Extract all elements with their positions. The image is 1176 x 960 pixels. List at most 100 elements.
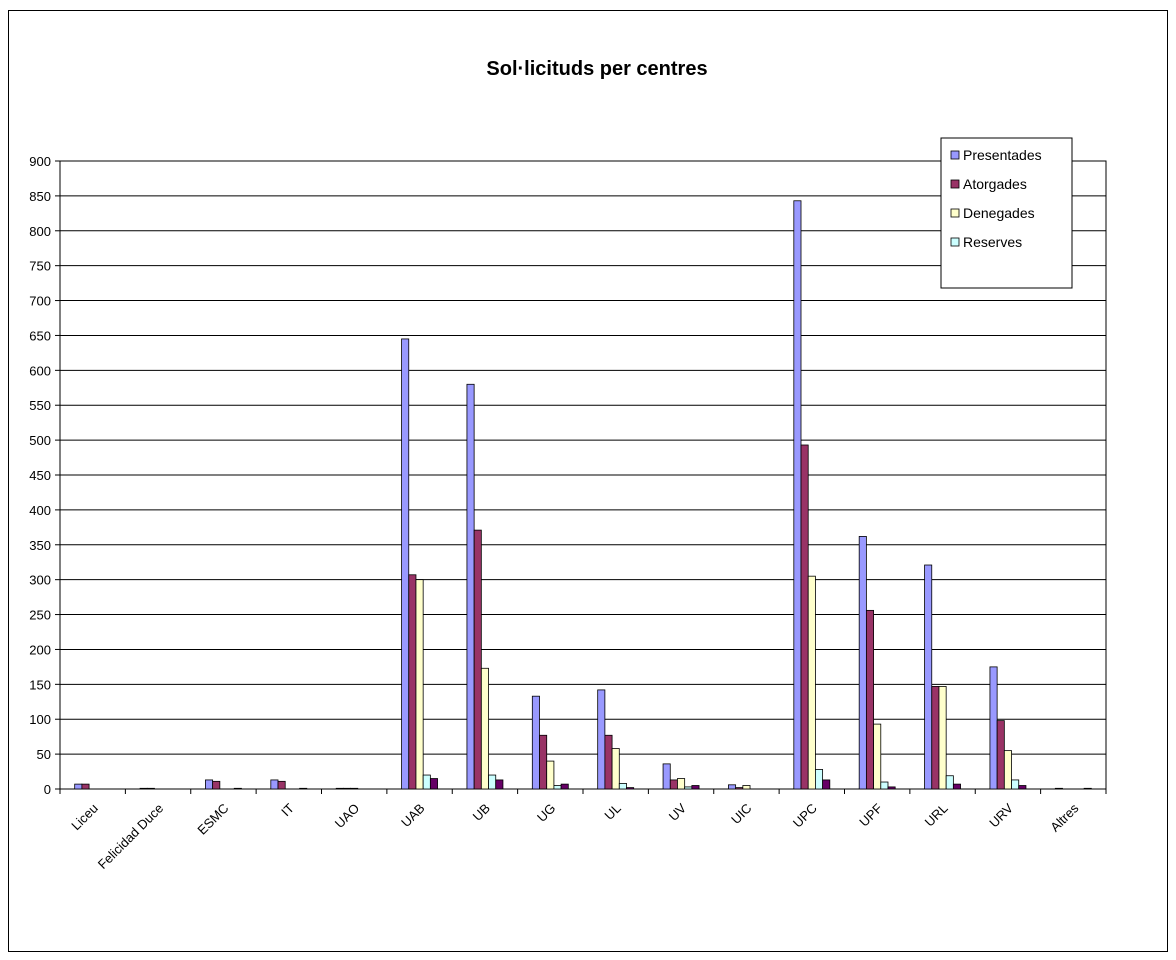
y-tick-label: 900 <box>29 154 51 169</box>
x-tick-label: UAO <box>332 801 363 832</box>
bar <box>952 783 961 790</box>
y-tick-label: 200 <box>29 642 51 657</box>
y-tick-label: 850 <box>29 189 51 204</box>
bar <box>669 779 678 790</box>
y-tick-label: 750 <box>29 259 51 274</box>
bar <box>618 783 627 790</box>
bar <box>1054 787 1063 790</box>
bar <box>873 723 882 790</box>
bar-chart: Sol·licituds per centres 0 50 100 150 200 250… <box>29 58 1107 872</box>
bar <box>429 778 438 790</box>
x-tick-label: UPC <box>790 801 820 831</box>
y-tick-label: 550 <box>29 398 51 413</box>
bar <box>495 779 504 790</box>
bar <box>270 779 279 790</box>
y-tick-label: 700 <box>29 294 51 309</box>
bar <box>611 748 620 790</box>
x-tick-label: UIC <box>728 801 754 827</box>
bar <box>662 763 671 790</box>
legend-label: Denegades <box>963 205 1035 221</box>
bar <box>793 200 802 790</box>
bar <box>865 609 874 790</box>
bar <box>1018 785 1027 790</box>
bar <box>1011 779 1020 790</box>
x-tick-label: URL <box>922 801 951 830</box>
bar <box>880 781 889 790</box>
bar <box>996 720 1005 790</box>
bar <box>335 787 344 790</box>
bar <box>422 774 431 790</box>
bar <box>626 787 635 790</box>
y-tick-label: 150 <box>29 677 51 692</box>
x-tick-label: UB <box>470 801 493 824</box>
bar <box>146 787 155 790</box>
bar <box>473 529 482 790</box>
y-tick-label: 600 <box>29 363 51 378</box>
x-tick-label: UPF <box>856 800 885 829</box>
bar <box>938 686 947 790</box>
bar <box>81 783 90 790</box>
bar <box>858 536 867 790</box>
x-tick-label: UAB <box>398 801 428 831</box>
x-tick-label: Liceu <box>68 801 101 834</box>
legend-box <box>940 137 1073 289</box>
x-tick-label: UV <box>666 800 690 824</box>
legend-swatch <box>950 150 960 160</box>
y-tick-label: 500 <box>29 433 51 448</box>
legend-swatch <box>950 237 960 247</box>
bar <box>212 780 221 790</box>
x-tick-label: UL <box>601 801 623 823</box>
bar <box>1003 750 1012 790</box>
bar <box>74 783 83 790</box>
x-tick-label: Felicidad Duce <box>95 801 166 872</box>
legend-label: Presentades <box>963 147 1042 163</box>
bar <box>735 787 744 790</box>
bar <box>989 666 998 790</box>
x-tick-label: Altres <box>1047 800 1081 834</box>
y-tick-label: 250 <box>29 608 51 623</box>
y-tick-label: 400 <box>29 503 51 518</box>
bar <box>677 778 686 790</box>
bar <box>887 786 896 790</box>
x-tick-label: ESMC <box>194 801 231 838</box>
bar <box>728 784 737 790</box>
x-tick-label: URV <box>986 800 1016 830</box>
bar <box>205 779 214 790</box>
bar <box>415 579 424 790</box>
y-tick-label: 0 <box>44 782 51 797</box>
bar <box>815 769 824 790</box>
bar <box>401 338 410 790</box>
bar <box>539 734 548 790</box>
bar <box>299 787 308 790</box>
y-tick-label: 100 <box>29 712 51 727</box>
bar <box>560 783 569 790</box>
y-tick-label: 300 <box>29 573 51 588</box>
y-tick-label: 800 <box>29 224 51 239</box>
bar <box>684 786 693 790</box>
bar <box>139 787 148 790</box>
bar <box>691 785 700 790</box>
y-tick-label: 350 <box>29 538 51 553</box>
bar <box>466 383 475 790</box>
legend-label: Reserves <box>963 234 1022 250</box>
x-tick-label: IT <box>278 800 297 819</box>
bar <box>807 575 816 790</box>
bar <box>931 686 940 790</box>
bar <box>800 444 809 790</box>
legend-swatch <box>950 179 960 189</box>
bar <box>742 785 751 790</box>
bar <box>546 760 555 790</box>
y-tick-label: 50 <box>37 747 51 762</box>
bar <box>233 787 242 790</box>
bar <box>531 695 540 790</box>
bar <box>924 564 933 790</box>
bar <box>342 787 351 790</box>
chart-title: Sol·licituds per centres <box>486 58 707 80</box>
legend-swatch <box>950 208 960 218</box>
legend-label: Atorgades <box>963 176 1027 192</box>
bar <box>597 689 606 790</box>
bar <box>488 774 497 790</box>
bar <box>604 734 613 790</box>
bars <box>74 200 1092 790</box>
